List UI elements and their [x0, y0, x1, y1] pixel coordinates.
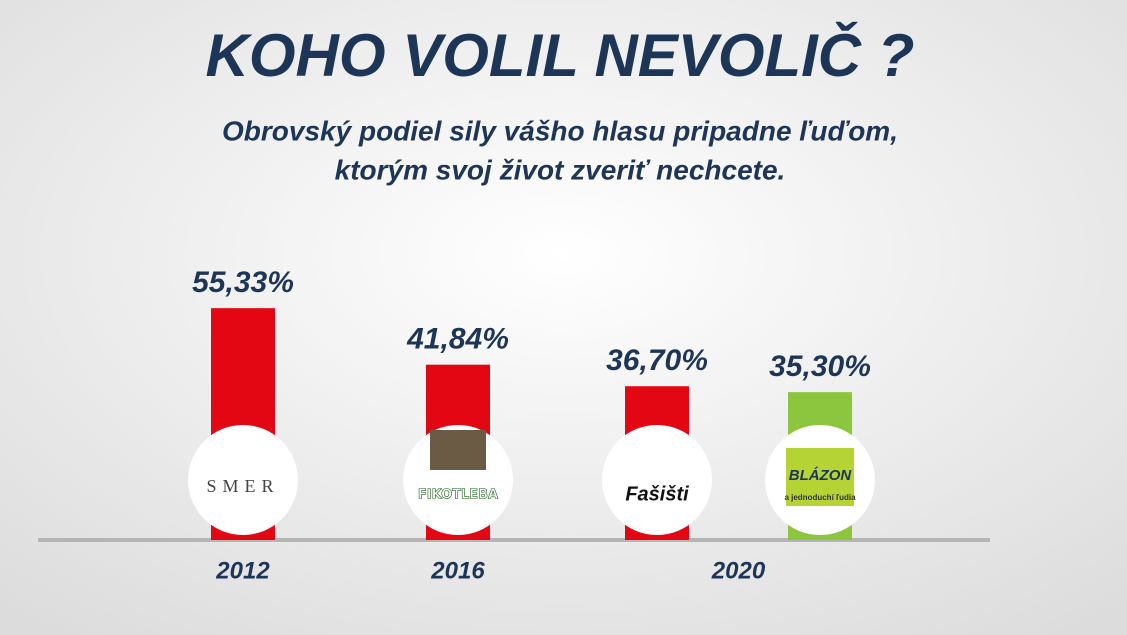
logo-badge — [188, 425, 298, 535]
x-tick-label: 2016 — [430, 557, 485, 584]
logo-text: Fašišti — [625, 483, 689, 505]
subtitle: Obrovský podiel sily vášho hlasu pripadn… — [222, 115, 898, 146]
logo-text: a jednoduchí ľudia — [784, 493, 856, 502]
logo-text: SMER — [206, 476, 279, 496]
logo-badge — [602, 425, 712, 535]
subtitle: ktorým svoj život zveriť nechcete. — [335, 154, 786, 185]
logo-text: BLÁZON — [789, 467, 853, 484]
logo-text: FIKOTLEBA — [418, 488, 498, 503]
logo-photo — [430, 430, 486, 470]
x-tick-label: 2012 — [215, 557, 270, 584]
value-label: 55,33% — [192, 266, 294, 299]
value-label: 36,70% — [606, 344, 708, 377]
value-label: 41,84% — [406, 323, 509, 356]
logo-box — [786, 448, 854, 506]
x-tick-label: 2020 — [711, 557, 766, 584]
chart-title: KOHO VOLIL NEVOLIČ ? — [206, 22, 915, 89]
value-label: 35,30% — [769, 350, 871, 383]
